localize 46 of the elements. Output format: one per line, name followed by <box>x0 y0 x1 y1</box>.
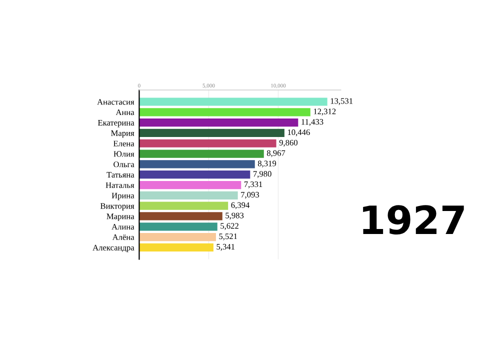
y-tick-label: Ирина <box>112 192 134 200</box>
y-tick-label: Ольга <box>114 162 134 168</box>
data-label: 8,319 <box>258 160 276 168</box>
bar <box>139 191 238 200</box>
data-label: 5,622 <box>220 223 238 230</box>
data-label: 11,433 <box>302 119 324 126</box>
data-label: 10,446 <box>288 129 310 136</box>
data-label: 6,394 <box>231 202 250 210</box>
data-label: 5,983 <box>226 212 244 220</box>
data-label: 5,341 <box>216 244 234 251</box>
bar <box>139 118 298 127</box>
y-tick-label: Юлия <box>114 151 134 157</box>
y-tick-label: Елена <box>113 140 134 146</box>
bar <box>139 128 284 138</box>
y-tick-label: Наталья <box>106 182 134 188</box>
data-label: 5,521 <box>219 234 237 240</box>
bar <box>139 108 310 116</box>
y-tick-label: Александра <box>92 244 134 252</box>
y-tick-label: Анна <box>116 110 134 116</box>
data-label: 13,531 <box>330 98 353 106</box>
y-tick-label: Виктория <box>100 203 134 210</box>
bar <box>139 160 255 168</box>
bar <box>139 139 276 148</box>
bar <box>139 202 228 210</box>
bar <box>139 170 250 179</box>
bar <box>139 222 218 231</box>
bar <box>139 212 222 220</box>
data-label: 7,093 <box>241 192 260 199</box>
text: 1927 <box>363 205 464 235</box>
y-tick-label: Алёна <box>112 234 134 240</box>
data-label: 9,860 <box>279 140 298 147</box>
bar <box>139 150 264 158</box>
y-tick-label: Анастасия <box>97 99 134 105</box>
data-label: 8,967 <box>266 150 286 158</box>
y-tick-label: Марина <box>106 214 134 221</box>
y-tick-label: Татьяна <box>106 172 134 178</box>
bar <box>139 232 216 242</box>
y-tick-label: Алина <box>112 224 134 230</box>
bar <box>139 243 214 252</box>
y-tick-label: Екатерина <box>98 120 134 128</box>
y-tick-label: Мария <box>111 130 134 138</box>
data-label: 7,980 <box>253 171 272 178</box>
bar <box>139 180 242 190</box>
bar <box>139 98 328 106</box>
data-label: 12,312 <box>314 108 336 116</box>
data-label: 7,331 <box>244 181 262 188</box>
